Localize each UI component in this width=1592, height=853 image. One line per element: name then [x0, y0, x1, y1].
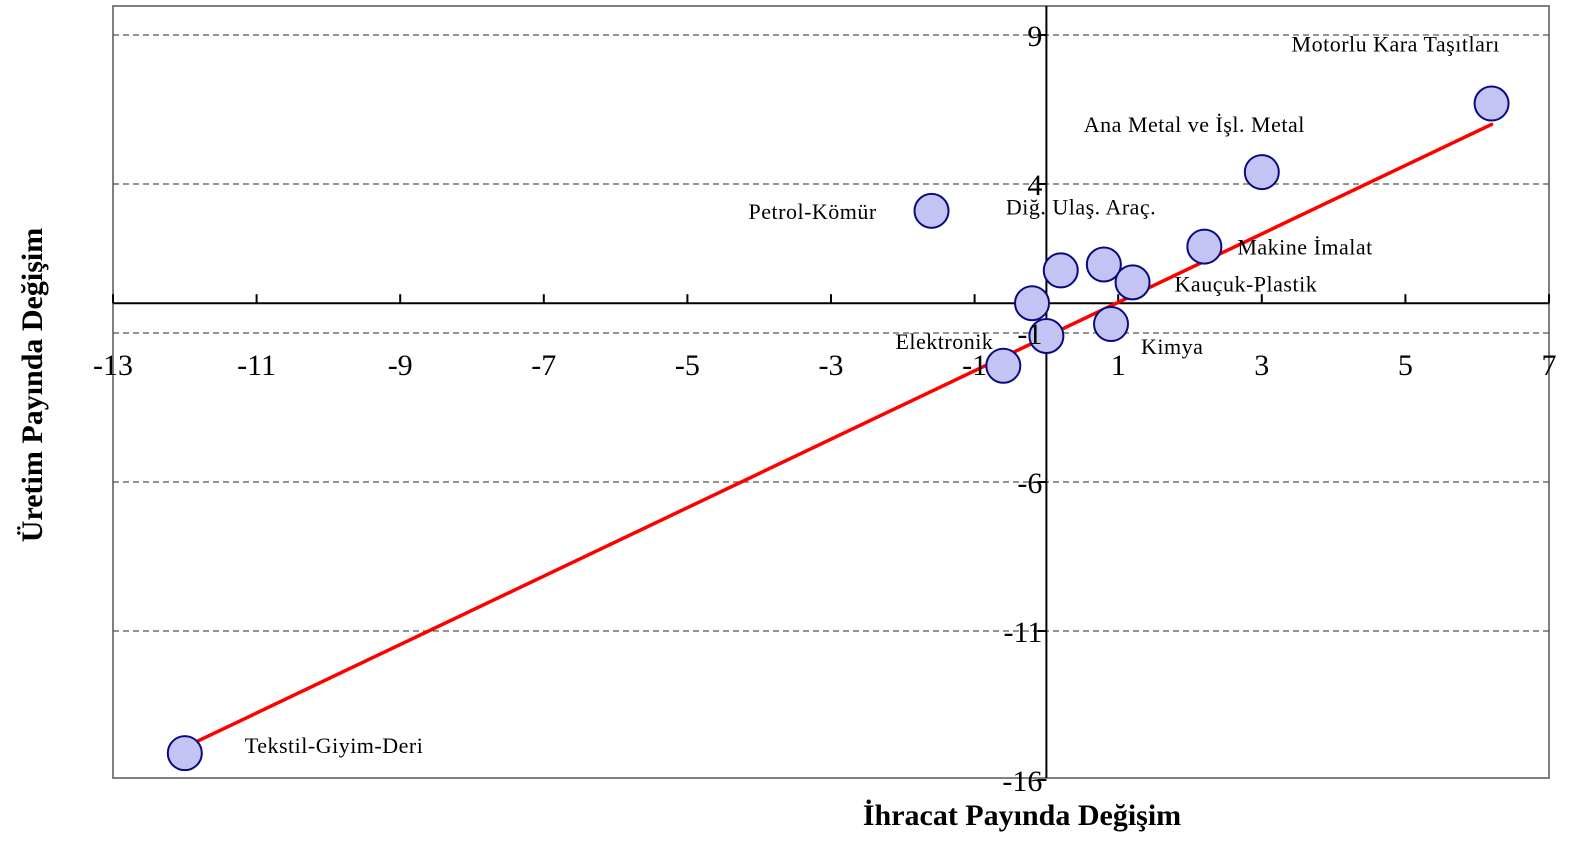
data-point: [1186, 228, 1223, 265]
point-label: Elektronik: [895, 329, 993, 354]
data-point: [166, 735, 203, 772]
axes: [112, 6, 1550, 781]
tick-labels: -13 -11 -9 -7 -5 -3 -1 1 3 5 794-1-6-11-16: [93, 20, 1557, 798]
point-labels: Motorlu Kara Taşıtları Ana Metal ve İşl. …: [245, 32, 1500, 759]
x-tick-label: 7: [1542, 349, 1557, 382]
y-tick-label: -1: [1017, 318, 1042, 351]
x-tick-label: -9: [388, 349, 413, 382]
x-tick-label: -3: [819, 349, 844, 382]
x-axis-title: İhracat Payında Değişim: [863, 799, 1181, 832]
y-tick-label: -11: [1004, 616, 1043, 649]
point-label: Petrol-Kömür: [749, 199, 877, 224]
x-tick-label: -1: [962, 349, 987, 382]
x-tick-label: -5: [675, 349, 700, 382]
y-tick-label: 4: [1027, 169, 1042, 202]
y-tick-label: -6: [1017, 467, 1042, 500]
point-label: Ana Metal ve İşl. Metal: [1084, 112, 1305, 137]
y-axis-title: Üretim Payında Değişim: [16, 228, 49, 542]
gridlines: [113, 34, 1549, 632]
data-point: [913, 192, 950, 229]
data-point: [1042, 252, 1079, 289]
trendline: [183, 122, 1494, 749]
data-point: [1028, 317, 1065, 354]
data-point: [1085, 246, 1122, 283]
x-tick-label: 3: [1254, 349, 1269, 382]
data-point: [985, 347, 1022, 384]
data-point: [1114, 264, 1151, 301]
x-tick-label: 5: [1398, 349, 1413, 382]
point-label: Kauçuk-Plastik: [1175, 271, 1318, 296]
x-tick-label: -11: [237, 349, 276, 382]
plot-area-frame: [112, 5, 1550, 779]
x-tick-label: -7: [531, 349, 556, 382]
point-label: Tekstil-Giyim-Deri: [245, 733, 424, 758]
y-tick-label: 9: [1027, 20, 1042, 53]
data-points: [166, 85, 1510, 772]
point-label: Makine İmalat: [1237, 235, 1372, 260]
x-tick-label: -13: [93, 349, 133, 382]
trendline-group: [183, 122, 1494, 749]
point-label: Kimya: [1141, 334, 1203, 359]
y-tick-label: -16: [1002, 765, 1042, 798]
x-tick-label: 1: [1111, 349, 1126, 382]
point-label: Motorlu Kara Taşıtları: [1292, 32, 1500, 57]
data-point: [1093, 306, 1130, 343]
point-label: Diğ. Ulaş. Araç.: [1006, 194, 1156, 219]
data-point: [1014, 285, 1051, 322]
data-point: [1243, 154, 1280, 191]
data-point: [1473, 85, 1510, 122]
